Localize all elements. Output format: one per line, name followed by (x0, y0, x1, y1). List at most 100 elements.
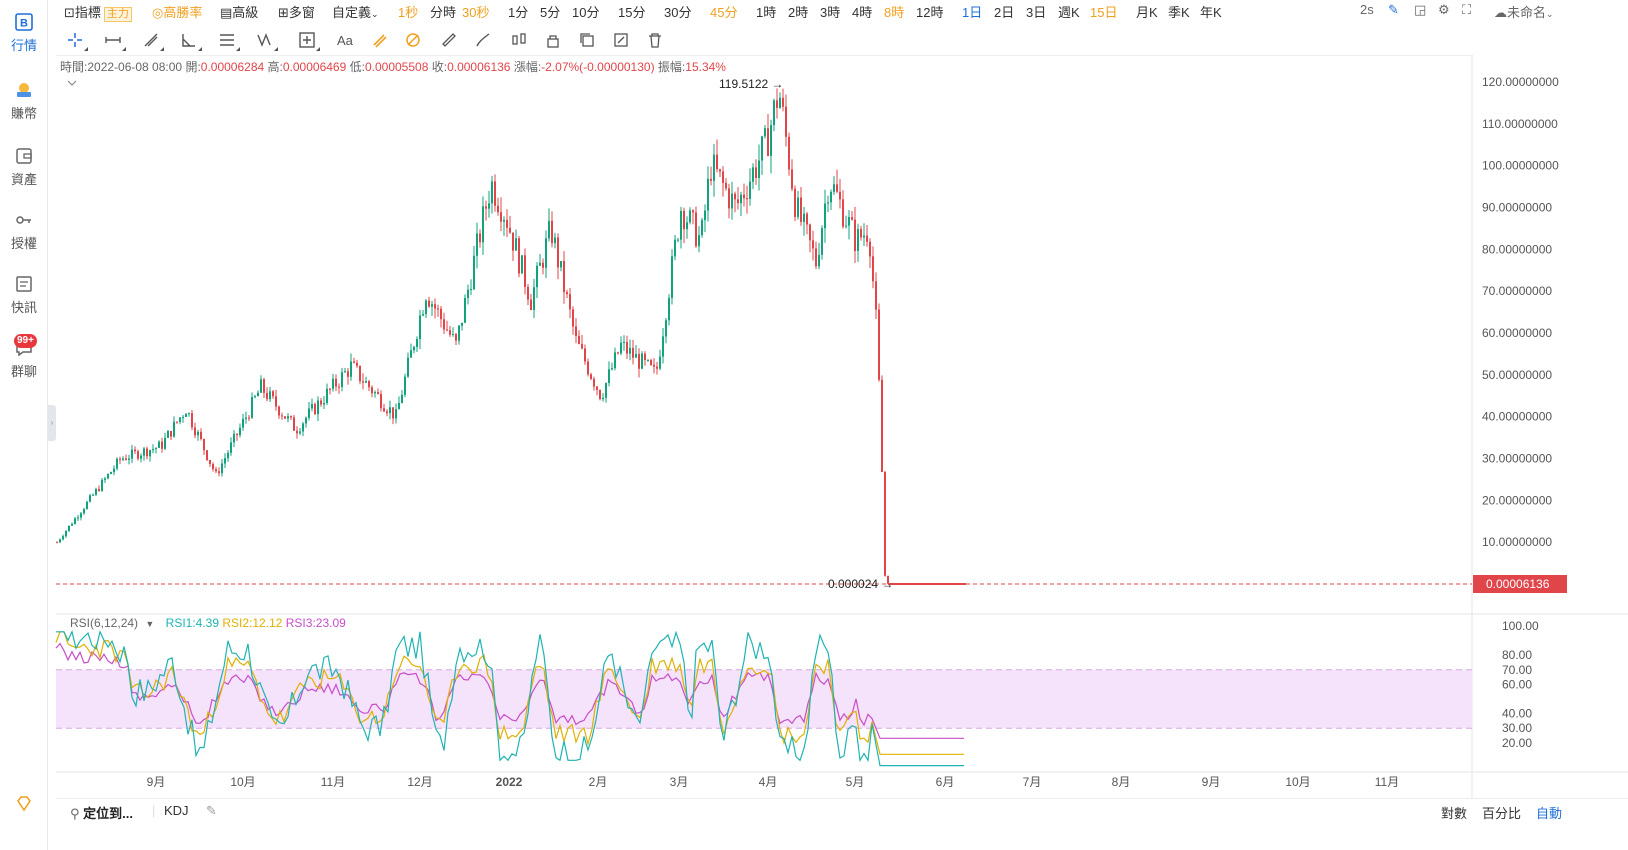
candle-body (788, 136, 790, 170)
price-chart[interactable]: 120.00000000 110.00000000 100.00000000 90.0… (0, 0, 1628, 798)
lock-tool[interactable] (540, 28, 566, 52)
winrate-button[interactable]: ◎高勝率 (152, 2, 202, 21)
candle-body (392, 407, 394, 419)
candle-body (404, 376, 406, 395)
interval-19[interactable]: 15日 (1090, 5, 1118, 20)
nav-item-vip[interactable] (0, 794, 48, 814)
multiwindow-button[interactable]: ⊞多窗 (278, 2, 315, 21)
interval-18[interactable]: 週K (1058, 5, 1080, 20)
candle-body (851, 217, 853, 220)
pen-icon[interactable]: ✎ (1388, 2, 1399, 17)
interval-22[interactable]: 年K (1200, 5, 1222, 20)
bottom-bar: ⚲ 定位到... | KDJ ✎ 對數 百分比 自動 (56, 798, 1628, 822)
rsi-dropdown-caret[interactable]: ▼ (145, 619, 155, 629)
advanced-button[interactable]: ▤高級 (220, 2, 258, 21)
candle-body (524, 255, 526, 287)
locate-button[interactable]: ⚲ 定位到... (70, 803, 133, 822)
layout-name-button[interactable]: ☁未命名⌄ (1494, 2, 1554, 21)
interval-12[interactable]: 4時 (852, 5, 873, 20)
fib-tool[interactable] (214, 28, 240, 52)
edit-indicator-icon[interactable]: ✎ (206, 803, 217, 818)
interval-15[interactable]: 1日 (962, 5, 983, 20)
interval-2[interactable]: 30秒 (462, 5, 490, 20)
candle-body (503, 219, 505, 222)
delete-tool[interactable] (642, 28, 668, 52)
settings-gear-icon[interactable]: ⚙ (1438, 2, 1450, 17)
candle-body (131, 449, 133, 459)
candle-type-tool[interactable] (506, 28, 532, 52)
crosshair-tool[interactable] (62, 28, 88, 52)
nav-item-assets[interactable]: 資產 (0, 146, 48, 188)
interval-0[interactable]: 1秒 (398, 5, 419, 20)
price-tick-label: 20.00000000 (1482, 493, 1552, 507)
nav-item-chat[interactable]: 99+ 群聊 (0, 334, 48, 380)
wave-tool[interactable] (252, 28, 278, 52)
candle-body (590, 374, 592, 379)
interval-10[interactable]: 2時 (788, 5, 809, 20)
text-tool[interactable]: Aa (332, 28, 362, 52)
candle-body (227, 452, 229, 459)
nav-item-auth[interactable]: 授權 (0, 210, 48, 252)
log-scale-toggle[interactable]: 對數 (1441, 806, 1468, 821)
copy-tool[interactable] (574, 28, 600, 52)
magnet-tool[interactable] (366, 28, 392, 52)
custom-dropdown[interactable]: 自定義⌄ (332, 2, 379, 21)
candle-body (473, 255, 475, 290)
interval-7[interactable]: 30分 (664, 5, 692, 20)
candle-body (791, 169, 793, 189)
top-bar: ⊡指標 主力 ◎高勝率 ▤高級 ⊞多窗 自定義⌄ 1秒 分時 30秒 1分 5分 10分 15… (56, 0, 1628, 22)
corner-icon[interactable]: ◲ (1414, 2, 1427, 17)
interval-13[interactable]: 8時 (884, 5, 905, 20)
time-tick-label: 5月 (846, 775, 865, 789)
amplitude-value: 15.34% (685, 60, 726, 74)
hide-drawings-tool[interactable] (400, 28, 426, 52)
auto-scale-toggle[interactable]: 自動 (1536, 806, 1563, 821)
interval-21[interactable]: 季K (1168, 5, 1190, 20)
edit-tool[interactable] (608, 28, 634, 52)
trend-line-tool[interactable] (138, 28, 164, 52)
candle-body (422, 314, 424, 316)
percent-scale-toggle[interactable]: 百分比 (1482, 806, 1522, 821)
ohlc-info: 時間:2022-06-08 08:00 開:0.00006284 高:0.000… (60, 58, 726, 75)
main-force-tag[interactable]: 主力 (103, 7, 132, 22)
interval-1[interactable]: 分時 (430, 5, 457, 20)
rsi-legend: RSI(6,12,24) ▼ RSI1:4.39 RSI2:12.12 RSI3… (70, 616, 346, 630)
nav-item-earn[interactable]: 賺幣 (0, 80, 48, 122)
horizontal-line-tool[interactable] (100, 28, 126, 52)
refresh-interval[interactable]: 2s (1360, 2, 1374, 17)
ruler-tool[interactable] (436, 28, 462, 52)
brush-tool[interactable] (470, 28, 496, 52)
candle-body (695, 212, 697, 247)
interval-16[interactable]: 2日 (994, 5, 1015, 20)
interval-4[interactable]: 5分 (540, 5, 561, 20)
interval-14[interactable]: 12時 (916, 5, 944, 20)
fullscreen-icon[interactable]: ⛶ (1462, 2, 1472, 17)
candle-body (383, 408, 385, 412)
interval-20[interactable]: 月K (1136, 5, 1158, 20)
candle-body (563, 261, 565, 293)
interval-8[interactable]: 45分 (710, 5, 738, 20)
interval-3[interactable]: 1分 (508, 5, 529, 20)
rsi-title[interactable]: RSI(6,12,24) (70, 616, 139, 630)
indicator-kdj[interactable]: KDJ (164, 803, 189, 818)
angle-tool[interactable] (176, 28, 202, 52)
candle-body (827, 202, 829, 204)
interval-5[interactable]: 10分 (572, 5, 600, 20)
interval-9[interactable]: 1時 (756, 5, 777, 20)
measure-tool[interactable] (294, 28, 320, 52)
interval-11[interactable]: 3時 (820, 5, 841, 20)
candle-body (575, 326, 577, 336)
interval-17[interactable]: 3日 (1026, 5, 1047, 20)
candle-body (338, 386, 340, 388)
angle-icon (182, 34, 195, 47)
candle-body (713, 154, 715, 181)
candle-body (116, 458, 118, 469)
nav-item-market[interactable]: B 行情 (0, 12, 48, 54)
interval-6[interactable]: 15分 (618, 5, 646, 20)
candle-body (461, 322, 463, 326)
collapse-info-icon[interactable] (66, 78, 78, 88)
sidebar-collapse-handle[interactable]: › (48, 405, 56, 441)
nav-item-news[interactable]: 快訊 (0, 274, 48, 316)
indicators-button[interactable]: ⊡指標 主力 (64, 2, 132, 22)
nav-label-auth: 授權 (10, 236, 37, 251)
